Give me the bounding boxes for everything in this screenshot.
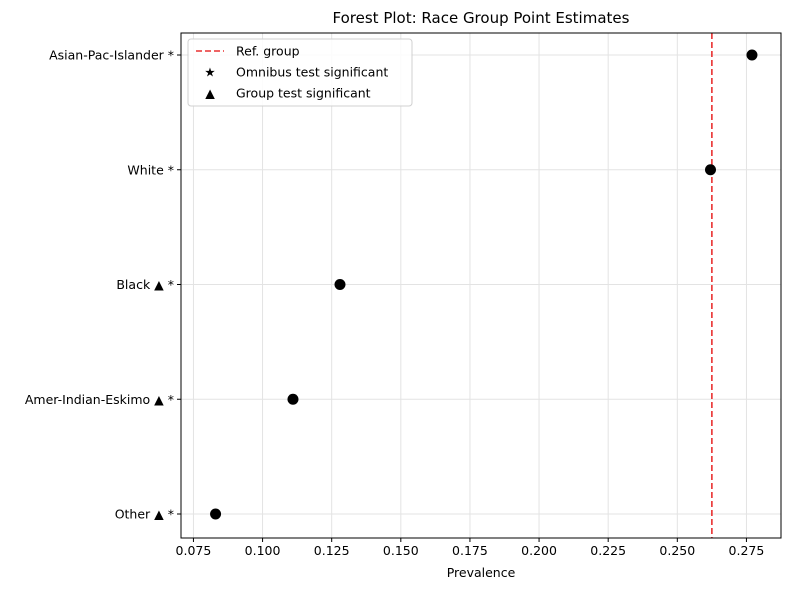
plot-frame [180, 32, 782, 539]
x-tick-label: 0.100 [245, 543, 281, 558]
x-axis-ticks: 0.075 0.100 0.125 0.150 0.175 0.200 0.225 0.250… [176, 538, 765, 558]
x-tick-label: 0.275 [729, 543, 765, 558]
legend-entry-label: Ref. group [236, 44, 300, 59]
legend-entry-label: Omnibus test significant [236, 65, 388, 80]
x-tick-label: 0.075 [176, 543, 212, 558]
legend-star-marker: ★ [204, 65, 215, 80]
y-tick-label: Amer-Indian-Eskimo ▲ * [25, 392, 174, 407]
x-tick-label: 0.200 [521, 543, 557, 558]
data-points [210, 49, 758, 520]
data-point [210, 508, 222, 520]
chart-title: Forest Plot: Race Group Point Estimates [333, 9, 630, 27]
x-tick-label: 0.250 [659, 543, 695, 558]
legend-box [187, 38, 413, 107]
y-tick-label: Asian-Pac-Islander * [49, 48, 174, 63]
x-tick-label: 0.175 [452, 543, 488, 558]
data-point [746, 49, 758, 61]
legend: Ref. group ★ Omnibus test significant ▲ Grou… [187, 38, 413, 107]
y-axis-ticks: Asian-Pac-Islander * White * Black ▲ * Amer… [25, 48, 181, 522]
legend-triangle-marker: ▲ [205, 86, 215, 101]
y-tick-label: Other ▲ * [115, 507, 174, 522]
legend-entry-label: Group test significant [236, 86, 371, 101]
data-point [704, 164, 716, 176]
y-tick-label: White * [127, 162, 174, 177]
x-tick-label: 0.225 [590, 543, 626, 558]
data-point [287, 393, 299, 405]
x-tick-label: 0.150 [383, 543, 419, 558]
data-point [334, 279, 346, 290]
y-tick-label: Black ▲ * [116, 277, 174, 292]
x-axis-label: Prevalence [447, 565, 516, 580]
x-tick-label: 0.125 [314, 543, 350, 558]
grid [181, 33, 781, 538]
